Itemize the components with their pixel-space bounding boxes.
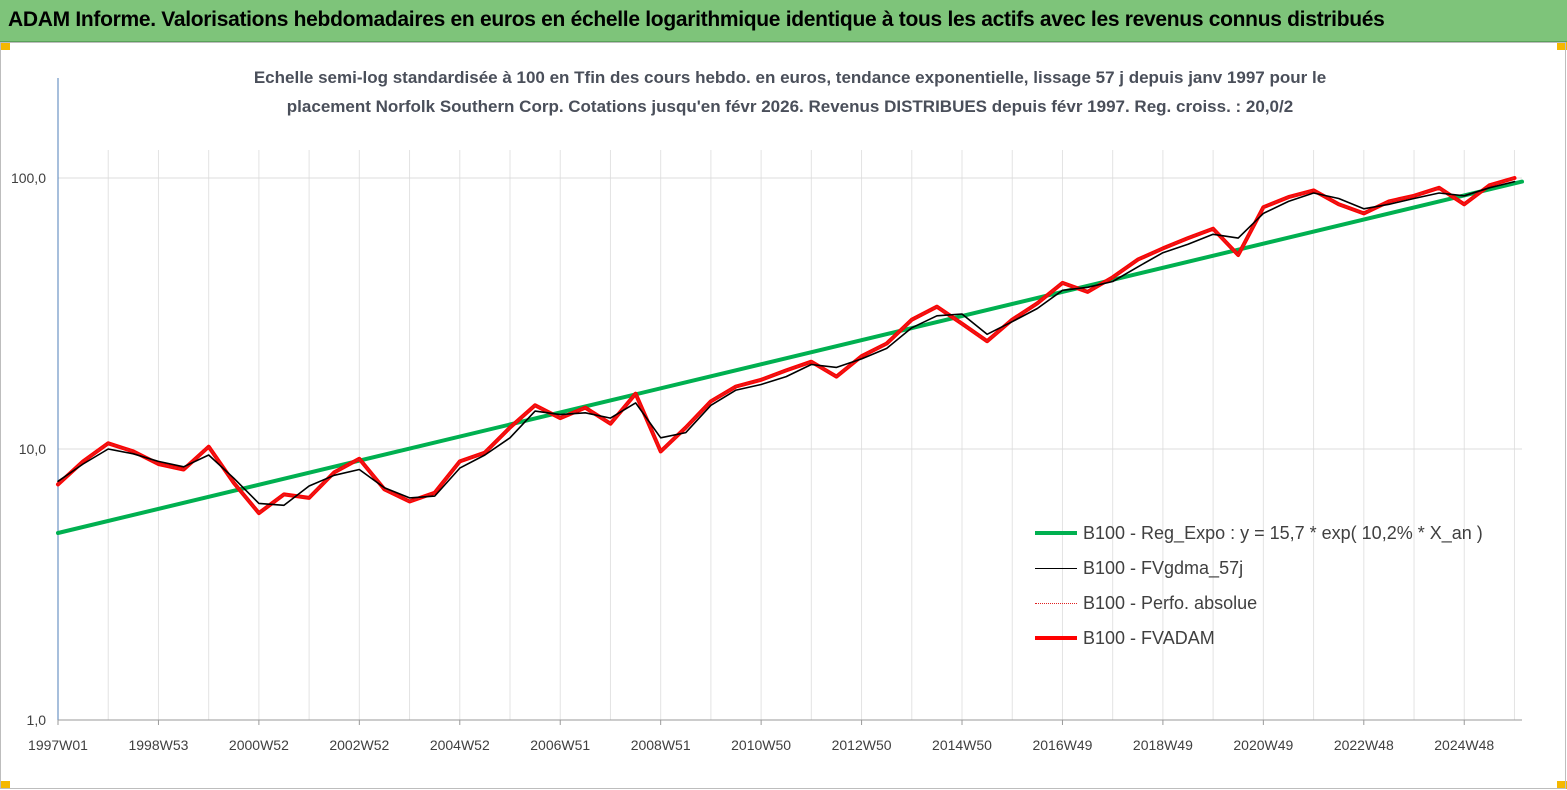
x-tick-label: 2020W49 xyxy=(1233,737,1293,753)
legend-label: B100 - FVADAM xyxy=(1083,627,1215,648)
x-tick-label: 2008W51 xyxy=(631,737,691,753)
series-line-0 xyxy=(56,179,1524,535)
legend-label: B100 - Perfo. absolue xyxy=(1083,592,1258,613)
legend-label: B100 - Reg_Expo : y = 15,7 * exp( 10,2% … xyxy=(1083,522,1483,543)
x-tick-label: 1997W01 xyxy=(28,737,88,753)
corner-marker-bottom-right xyxy=(1557,781,1567,789)
legend-item: B100 - Perfo. absolue xyxy=(1035,591,1257,615)
legend-swatch xyxy=(1035,602,1077,604)
x-tick-label: 2010W50 xyxy=(731,737,791,753)
legend-swatch xyxy=(1035,567,1077,569)
corner-marker-top-right xyxy=(1557,42,1567,50)
report-title: ADAM Informe. Valorisations hebdomadaire… xyxy=(8,8,1385,31)
x-tick-label: 2000W52 xyxy=(229,737,289,753)
legend-label: B100 - FVgdma_57j xyxy=(1083,557,1244,578)
x-tick-label: 2016W49 xyxy=(1032,737,1092,753)
y-tick-label: 1,0 xyxy=(27,712,47,728)
corner-marker-top-left xyxy=(0,42,10,50)
series-line-1 xyxy=(57,180,1516,507)
y-tick-label: 100,0 xyxy=(11,170,46,186)
x-tick-label: 1998W53 xyxy=(128,737,188,753)
x-tick-label: 2022W48 xyxy=(1334,737,1394,753)
x-tick-label: 2012W50 xyxy=(832,737,892,753)
x-tick-label: 2018W49 xyxy=(1133,737,1193,753)
x-tick-label: 2014W50 xyxy=(932,737,992,753)
chart-subtitle-line-2: placement Norfolk Southern Corp. Cotatio… xyxy=(286,97,1294,116)
legend-item: B100 - FVgdma_57j xyxy=(1035,556,1243,580)
y-tick-label: 10,0 xyxy=(19,441,46,457)
x-tick-label: 2004W52 xyxy=(430,737,490,753)
series-line-3 xyxy=(56,176,1517,516)
x-tick-label: 2002W52 xyxy=(329,737,389,753)
chart-frame xyxy=(0,42,1566,789)
chart-subtitle-line-1: Echelle semi-log standardisée à 100 en T… xyxy=(253,68,1327,87)
legend-swatch xyxy=(1035,636,1077,640)
x-tick-label: 2024W48 xyxy=(1434,737,1494,753)
series-line-2 xyxy=(57,177,1516,514)
report-banner: ADAM Informe. Valorisations hebdomadaire… xyxy=(0,0,1567,42)
legend-item: B100 - Reg_Expo : y = 15,7 * exp( 10,2% … xyxy=(1035,521,1483,545)
x-tick-label: 2006W51 xyxy=(530,737,590,753)
corner-marker-bottom-left xyxy=(0,781,10,789)
legend-swatch xyxy=(1035,531,1077,535)
legend-item: B100 - FVADAM xyxy=(1035,626,1215,650)
